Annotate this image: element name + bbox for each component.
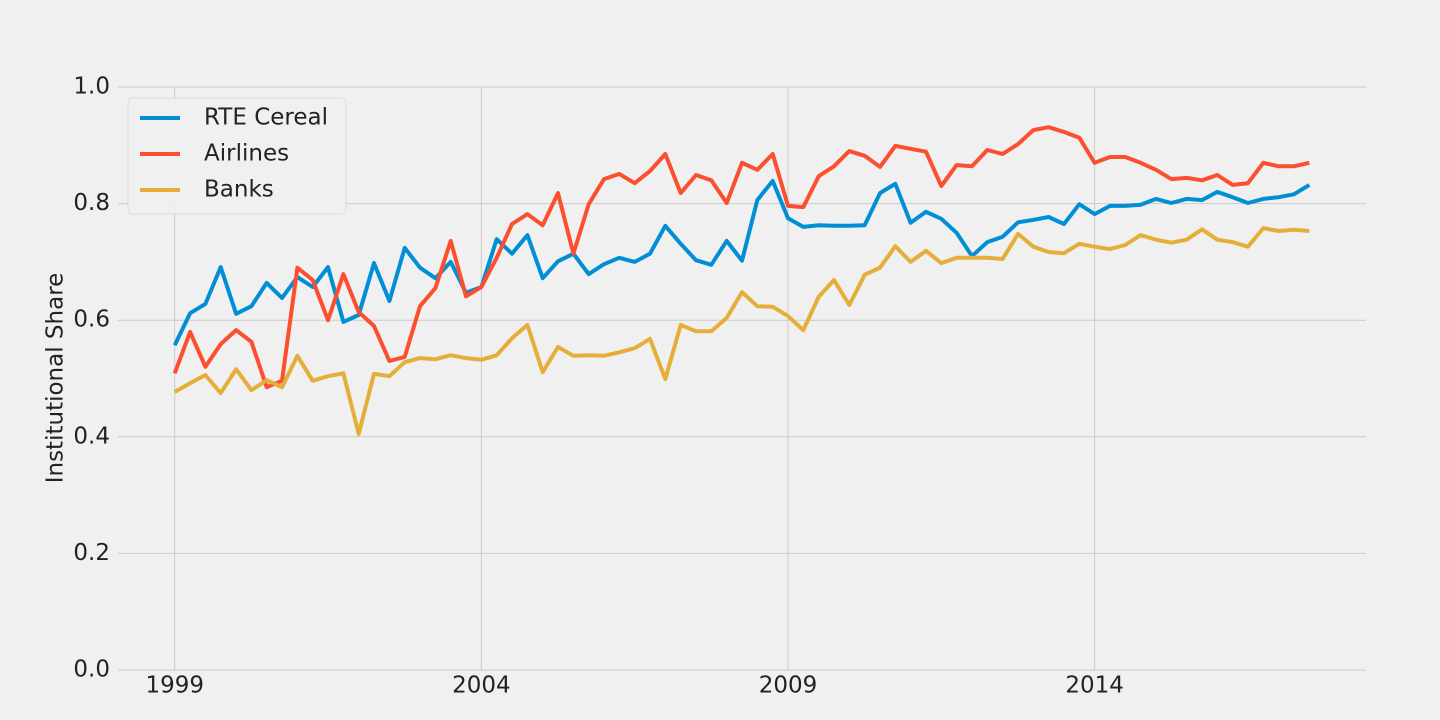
- legend-label: Airlines: [204, 141, 289, 167]
- x-tick-label: 2014: [1065, 673, 1124, 699]
- data-line: [172, 178, 1311, 347]
- y-tick-label: 1.0: [73, 74, 110, 100]
- legend-label: Banks: [204, 177, 274, 203]
- data-line: [172, 125, 1310, 390]
- data-line: [173, 226, 1310, 436]
- y-tick-label: 0.8: [73, 190, 110, 216]
- y-tick-label: 0.0: [73, 657, 110, 683]
- y-axis-label: Institutional Share: [43, 273, 69, 484]
- y-tick-label: 0.2: [73, 540, 110, 566]
- legend-label: RTE Cereal: [204, 105, 328, 131]
- y-tick-label: 0.6: [73, 307, 110, 333]
- legend-box: [127, 97, 347, 215]
- x-tick-label: 1999: [145, 673, 204, 699]
- x-tick-label: 2004: [452, 673, 511, 699]
- y-tick-label: 0.4: [73, 423, 110, 449]
- x-tick-label: 2009: [759, 673, 818, 699]
